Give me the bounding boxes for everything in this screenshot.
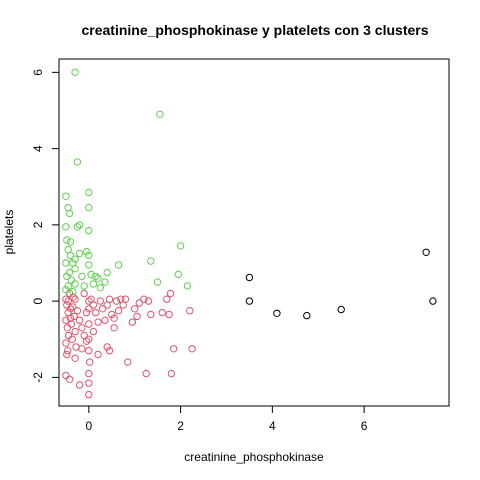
- data-point-cluster-1: [86, 380, 92, 386]
- data-point-cluster-1: [95, 351, 101, 357]
- data-point-cluster-1: [72, 296, 78, 302]
- x-axis: 0 2 4 6: [85, 406, 367, 433]
- data-point-cluster-2: [175, 271, 181, 277]
- data-point-cluster-2: [63, 224, 69, 230]
- data-point-cluster-1: [86, 348, 92, 354]
- data-point-cluster-2: [90, 281, 96, 287]
- chart-title: creatinine_phosphokinase y platelets con…: [81, 22, 428, 38]
- data-point-cluster-3: [423, 249, 429, 255]
- plot-frame: [59, 59, 449, 406]
- data-point-cluster-3: [430, 298, 436, 304]
- data-point-cluster-2: [86, 262, 92, 268]
- data-point-cluster-2: [157, 111, 163, 117]
- data-point-cluster-1: [148, 311, 154, 317]
- data-point-cluster-2: [67, 239, 73, 245]
- y-axis-label: platelets: [2, 210, 16, 255]
- data-points: [63, 69, 436, 398]
- data-point-cluster-2: [177, 243, 183, 249]
- data-point-cluster-1: [65, 332, 71, 338]
- data-point-cluster-2: [154, 279, 160, 285]
- data-point-cluster-1: [64, 325, 70, 331]
- data-point-cluster-2: [115, 262, 121, 268]
- data-point-cluster-1: [69, 336, 75, 342]
- x-axis-label: creatinine_phosphokinase: [184, 450, 324, 464]
- data-point-cluster-2: [81, 283, 87, 289]
- data-point-cluster-1: [122, 296, 128, 302]
- data-point-cluster-1: [189, 346, 195, 352]
- data-point-cluster-2: [63, 260, 69, 266]
- y-axis: -2 0 2 4 6: [31, 69, 59, 383]
- x-tick-label: 6: [361, 419, 368, 433]
- data-point-cluster-1: [166, 311, 172, 317]
- data-point-cluster-1: [72, 328, 78, 334]
- data-point-cluster-1: [134, 313, 140, 319]
- data-point-cluster-1: [167, 290, 173, 296]
- data-point-cluster-2: [72, 69, 78, 75]
- data-point-cluster-1: [86, 370, 92, 376]
- data-point-cluster-1: [111, 325, 117, 331]
- y-tick-label: 0: [31, 297, 45, 304]
- data-point-cluster-2: [148, 258, 154, 264]
- data-point-cluster-2: [79, 273, 85, 279]
- x-tick-label: 0: [85, 419, 92, 433]
- data-point-cluster-2: [64, 237, 70, 243]
- data-point-cluster-2: [86, 205, 92, 211]
- data-point-cluster-1: [63, 340, 69, 346]
- data-point-cluster-1: [76, 317, 82, 323]
- data-point-cluster-1: [164, 296, 170, 302]
- data-point-cluster-1: [102, 317, 108, 323]
- data-point-cluster-1: [95, 319, 101, 325]
- y-tick-label: 2: [31, 221, 45, 228]
- x-tick-label: 2: [177, 419, 184, 433]
- data-point-cluster-2: [76, 250, 82, 256]
- data-point-cluster-1: [115, 308, 121, 314]
- data-point-cluster-2: [102, 279, 108, 285]
- data-point-cluster-2: [72, 281, 78, 287]
- data-point-cluster-2: [66, 210, 72, 216]
- data-point-cluster-1: [72, 355, 78, 361]
- data-point-cluster-2: [104, 269, 110, 275]
- data-point-cluster-1: [132, 306, 138, 312]
- data-point-cluster-3: [274, 310, 280, 316]
- data-point-cluster-1: [168, 370, 174, 376]
- data-point-cluster-1: [66, 376, 72, 382]
- data-point-cluster-2: [86, 227, 92, 233]
- data-point-cluster-2: [184, 283, 190, 289]
- data-point-cluster-1: [159, 309, 165, 315]
- data-point-cluster-3: [338, 306, 344, 312]
- data-point-cluster-2: [86, 189, 92, 195]
- data-point-cluster-1: [187, 308, 193, 314]
- data-point-cluster-1: [64, 351, 70, 357]
- data-point-cluster-1: [86, 391, 92, 397]
- data-point-cluster-3: [246, 274, 252, 280]
- data-point-cluster-1: [97, 298, 103, 304]
- data-point-cluster-1: [171, 346, 177, 352]
- data-point-cluster-1: [86, 321, 92, 327]
- data-point-cluster-1: [143, 370, 149, 376]
- data-point-cluster-3: [246, 298, 252, 304]
- data-point-cluster-1: [79, 346, 85, 352]
- data-point-cluster-1: [129, 319, 135, 325]
- x-tick-label: 4: [269, 419, 276, 433]
- data-point-cluster-1: [87, 359, 93, 365]
- data-point-cluster-1: [81, 290, 87, 296]
- data-point-cluster-2: [97, 285, 103, 291]
- data-point-cluster-1: [90, 328, 96, 334]
- data-point-cluster-1: [79, 325, 85, 331]
- data-point-cluster-1: [63, 372, 69, 378]
- y-tick-label: -2: [31, 372, 45, 383]
- y-tick-label: 6: [31, 69, 45, 76]
- data-point-cluster-3: [304, 312, 310, 318]
- data-point-cluster-1: [93, 309, 99, 315]
- y-tick-label: 4: [31, 145, 45, 152]
- data-point-cluster-1: [106, 296, 112, 302]
- data-point-cluster-2: [63, 193, 69, 199]
- data-point-cluster-2: [74, 159, 80, 165]
- data-point-cluster-1: [90, 302, 96, 308]
- data-point-cluster-1: [125, 359, 131, 365]
- data-point-cluster-1: [74, 308, 80, 314]
- data-point-cluster-1: [76, 382, 82, 388]
